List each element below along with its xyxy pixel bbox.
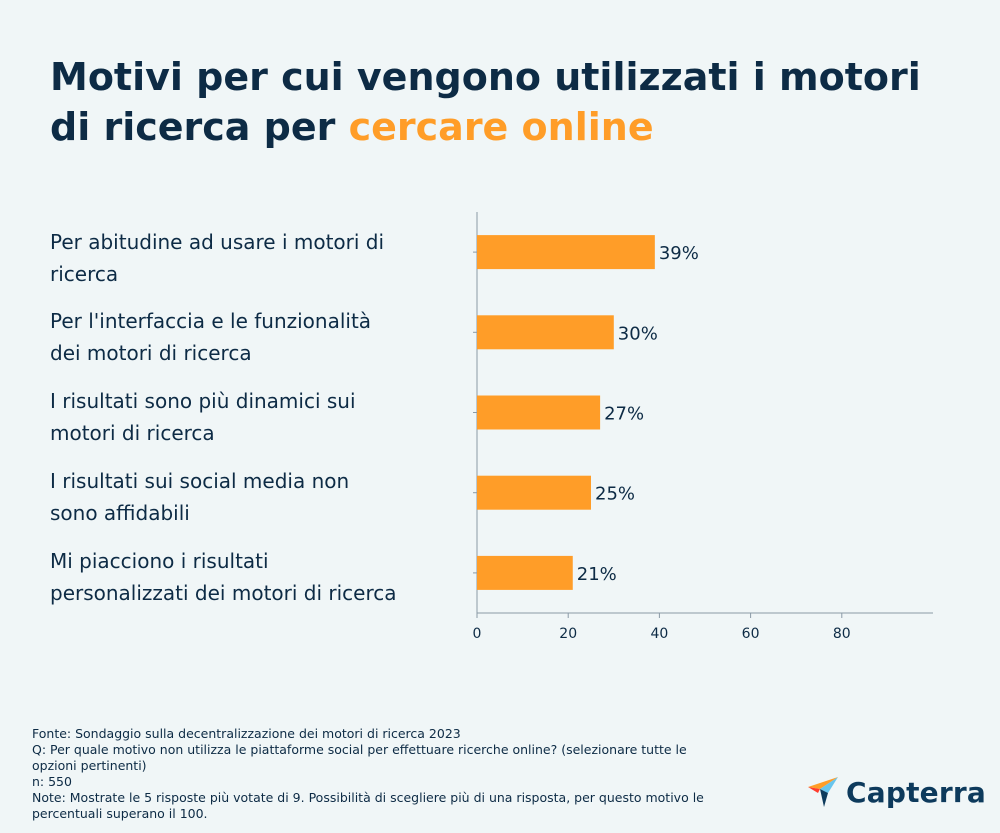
category-label-3: I risultati sono più dinamici sui motori…: [50, 385, 450, 449]
category-label-4: I risultati sui social media non sono af…: [50, 465, 450, 529]
category-label-2: Per l'interfaccia e le funzionalità dei …: [50, 305, 450, 369]
title-accent: cercare online: [348, 105, 654, 149]
category-label-4-line-2: sono affidabili: [50, 501, 190, 525]
footer-sample-size: n: 550: [32, 774, 72, 789]
footer-notes: Fonte: Sondaggio sulla decentralizzazion…: [32, 726, 732, 822]
category-label-2-line-2: dei motori di ricerca: [50, 341, 252, 365]
capterra-logo: Capterra: [806, 772, 986, 812]
bar-chart: 39% 30% 27% 25% 21% 0 20 40 60 80: [473, 212, 933, 642]
footer-note: Note: Mostrate le 5 risposte più votate …: [32, 790, 704, 821]
footer-question: Q: Per quale motivo non utilizza le piat…: [32, 742, 687, 773]
category-label-1-line-1: Per abitudine ad usare i motori di: [50, 230, 385, 254]
category-label-5-line-2: personalizzati dei motori di ricerca: [50, 581, 397, 605]
category-label-3-line-1: I risultati sono più dinamici sui: [50, 389, 356, 413]
category-label-1-line-2: ricerca: [50, 262, 119, 286]
bar-value-label-3: 27%: [604, 404, 644, 425]
bar-2: [477, 315, 614, 350]
x-tick-label-40: 40: [650, 626, 668, 642]
x-tick-label-60: 60: [742, 626, 760, 642]
title-main: Motivi per cui vengono utilizzati i moto…: [50, 55, 921, 149]
category-label-3-line-2: motori di ricerca: [50, 421, 215, 445]
x-tick-label-20: 20: [559, 626, 577, 642]
bar-value-label-1: 39%: [659, 243, 699, 264]
capterra-arrow-icon: [808, 777, 838, 807]
bar-5: [477, 555, 573, 590]
bar-1: [477, 235, 655, 270]
category-label-4-line-1: I risultati sui social media non: [50, 469, 350, 493]
bar-4: [477, 475, 591, 510]
category-label-1: Per abitudine ad usare i motori di ricer…: [50, 226, 450, 290]
x-tick-label-0: 0: [473, 626, 482, 642]
category-label-5-line-1: Mi piacciono i risultati: [50, 549, 269, 573]
chart-title: Motivi per cui vengono utilizzati i moto…: [50, 52, 970, 152]
x-tick-label-80: 80: [833, 626, 851, 642]
bar-3: [477, 395, 601, 430]
bar-value-label-5: 21%: [577, 564, 617, 585]
bar-value-label-4: 25%: [595, 484, 635, 505]
bar-value-label-2: 30%: [618, 323, 658, 344]
category-label-5: Mi piacciono i risultati personalizzati …: [50, 545, 450, 609]
category-label-2-line-1: Per l'interfaccia e le funzionalità: [50, 309, 372, 333]
footer-source: Fonte: Sondaggio sulla decentralizzazion…: [32, 726, 461, 741]
logo-text: Capterra: [846, 775, 986, 809]
